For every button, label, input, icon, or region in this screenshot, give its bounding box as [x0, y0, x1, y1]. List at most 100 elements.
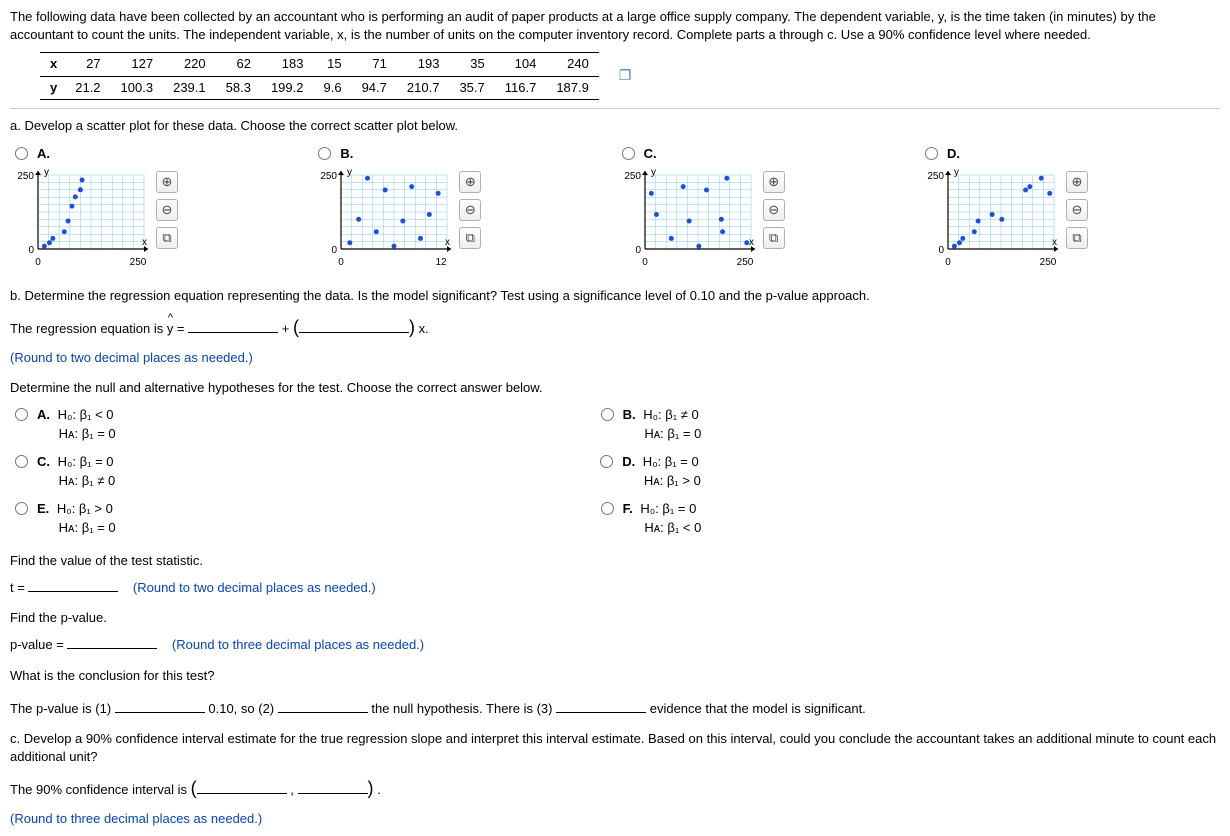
table-cell: 220 [163, 53, 216, 76]
conclusion-sentence: The p-value is (1) 0.10, so (2) the null… [10, 699, 1220, 718]
zoom-in-icon[interactable]: ⊕ [459, 171, 481, 193]
table-cell: 183 [261, 53, 314, 76]
option-C-radio[interactable] [622, 147, 635, 160]
concl-blank-3[interactable] [556, 699, 646, 713]
conclusion-prompt: What is the conclusion for this test? [10, 667, 1220, 685]
zoom-out-icon[interactable]: ⊖ [763, 199, 785, 221]
table-cell: 199.2 [261, 76, 314, 99]
svg-text:250: 250 [17, 171, 34, 182]
scatter-A: 250 0 0 250 y x [10, 167, 150, 267]
expand-icon[interactable]: ⧉ [459, 227, 481, 249]
svg-text:250: 250 [1040, 257, 1057, 267]
table-cell: 58.3 [216, 76, 261, 99]
hyp-C-radio[interactable] [15, 455, 28, 468]
expand-icon[interactable]: ⧉ [1066, 227, 1088, 249]
svg-text:y: y [651, 167, 656, 178]
svg-text:0: 0 [642, 257, 648, 267]
hyp-F-text: F. H₀: β₁ = 0 Hᴀ: β₁ < 0 [623, 499, 702, 538]
option-C-label: C. [644, 145, 657, 163]
option-D-label: D. [947, 145, 960, 163]
zoom-out-icon[interactable]: ⊖ [1066, 199, 1088, 221]
svg-text:0: 0 [635, 245, 641, 256]
hyp-E-text: E. H₀: β₁ > 0 Hᴀ: β₁ = 0 [37, 499, 116, 538]
svg-text:0: 0 [938, 245, 944, 256]
hyp-A-radio[interactable] [15, 408, 28, 421]
svg-text:250: 250 [736, 257, 753, 267]
ci-upper-blank[interactable] [298, 780, 368, 794]
hyp-E-radio[interactable] [15, 502, 28, 515]
svg-text:250: 250 [130, 257, 147, 267]
hypothesis-prompt: Determine the null and alternative hypot… [10, 379, 1220, 397]
hyp-F-radio[interactable] [601, 502, 614, 515]
t-blank[interactable] [28, 578, 118, 592]
table-cell: 116.7 [495, 76, 547, 99]
svg-text:250: 250 [321, 171, 338, 182]
pvalue-round-note: (Round to three decimal places as needed… [172, 637, 424, 652]
ci-lower-blank[interactable] [197, 780, 287, 794]
zoom-in-icon[interactable]: ⊕ [1066, 171, 1088, 193]
table-cell: 35 [449, 53, 494, 76]
svg-text:y: y [44, 167, 49, 178]
zoom-in-icon[interactable]: ⊕ [763, 171, 785, 193]
part-c-prompt: c. Develop a 90% confidence interval est… [10, 730, 1220, 766]
svg-text:0: 0 [35, 257, 41, 267]
svg-text:y: y [954, 167, 959, 178]
expand-icon[interactable]: ⧉ [763, 227, 785, 249]
t-round-note: (Round to two decimal places as needed.) [133, 580, 376, 595]
concl-blank-2[interactable] [278, 699, 368, 713]
option-B-label: B. [340, 145, 353, 163]
pvalue-label: p-value = [10, 637, 67, 652]
t-label: t = [10, 580, 28, 595]
table-cell: 210.7 [397, 76, 450, 99]
table-cell: 239.1 [163, 76, 216, 99]
option-A-label: A. [37, 145, 50, 163]
table-cell: 127 [111, 53, 164, 76]
slope-blank[interactable] [299, 319, 409, 333]
ci-round-note: (Round to three decimal places as needed… [10, 810, 1220, 828]
round-note-1: (Round to two decimal places as needed.) [10, 349, 1220, 367]
option-D-radio[interactable] [925, 147, 938, 160]
expand-icon[interactable]: ⧉ [156, 227, 178, 249]
svg-text:250: 250 [927, 171, 944, 182]
ci-line: The 90% confidence interval is ( , ) . [10, 776, 1220, 801]
svg-text:0: 0 [945, 257, 951, 267]
concl-blank-1[interactable] [115, 699, 205, 713]
svg-text:x: x [749, 237, 754, 248]
option-A-radio[interactable] [15, 147, 28, 160]
table-cell: 27 [65, 53, 110, 76]
intro-text: The following data have been collected b… [10, 8, 1220, 44]
svg-text:x: x [142, 237, 147, 248]
table-cell: 62 [216, 53, 261, 76]
svg-text:250: 250 [624, 171, 641, 182]
row-y-label: y [40, 76, 65, 99]
part-b-prompt: b. Determine the regression equation rep… [10, 287, 1220, 305]
tstat-prompt: Find the value of the test statistic. [10, 552, 1220, 570]
hyp-B-text: B. H₀: β₁ ≠ 0 Hᴀ: β₁ = 0 [623, 405, 702, 444]
copy-table-icon[interactable]: ❐ [619, 66, 632, 86]
intercept-blank[interactable] [188, 319, 278, 333]
row-x-label: x [40, 53, 65, 76]
svg-text:x: x [445, 237, 450, 248]
pvalue-blank[interactable] [67, 635, 157, 649]
table-cell: 15 [314, 53, 352, 76]
zoom-out-icon[interactable]: ⊖ [459, 199, 481, 221]
table-cell: 21.2 [65, 76, 110, 99]
zoom-in-icon[interactable]: ⊕ [156, 171, 178, 193]
hyp-D-radio[interactable] [600, 455, 613, 468]
svg-text:0: 0 [332, 245, 338, 256]
svg-text:12: 12 [436, 257, 448, 267]
separator [10, 108, 1220, 109]
option-B-radio[interactable] [318, 147, 331, 160]
hyp-D-text: D. H₀: β₁ = 0 Hᴀ: β₁ > 0 [622, 452, 701, 491]
table-cell: 187.9 [546, 76, 599, 99]
hyp-C-text: C. H₀: β₁ = 0 Hᴀ: β₁ ≠ 0 [37, 452, 115, 491]
table-cell: 71 [352, 53, 397, 76]
part-a-prompt: a. Develop a scatter plot for these data… [10, 117, 1220, 135]
scatter-D: 250 0 0 250 y x [920, 167, 1060, 267]
zoom-out-icon[interactable]: ⊖ [156, 199, 178, 221]
table-cell: 240 [546, 53, 599, 76]
hyp-B-radio[interactable] [601, 408, 614, 421]
data-table: x2712722062183157119335104240 y21.2100.3… [40, 52, 599, 99]
regression-eq-line: The regression equation is y = + () x. [10, 315, 1220, 340]
svg-text:x: x [1052, 237, 1057, 248]
